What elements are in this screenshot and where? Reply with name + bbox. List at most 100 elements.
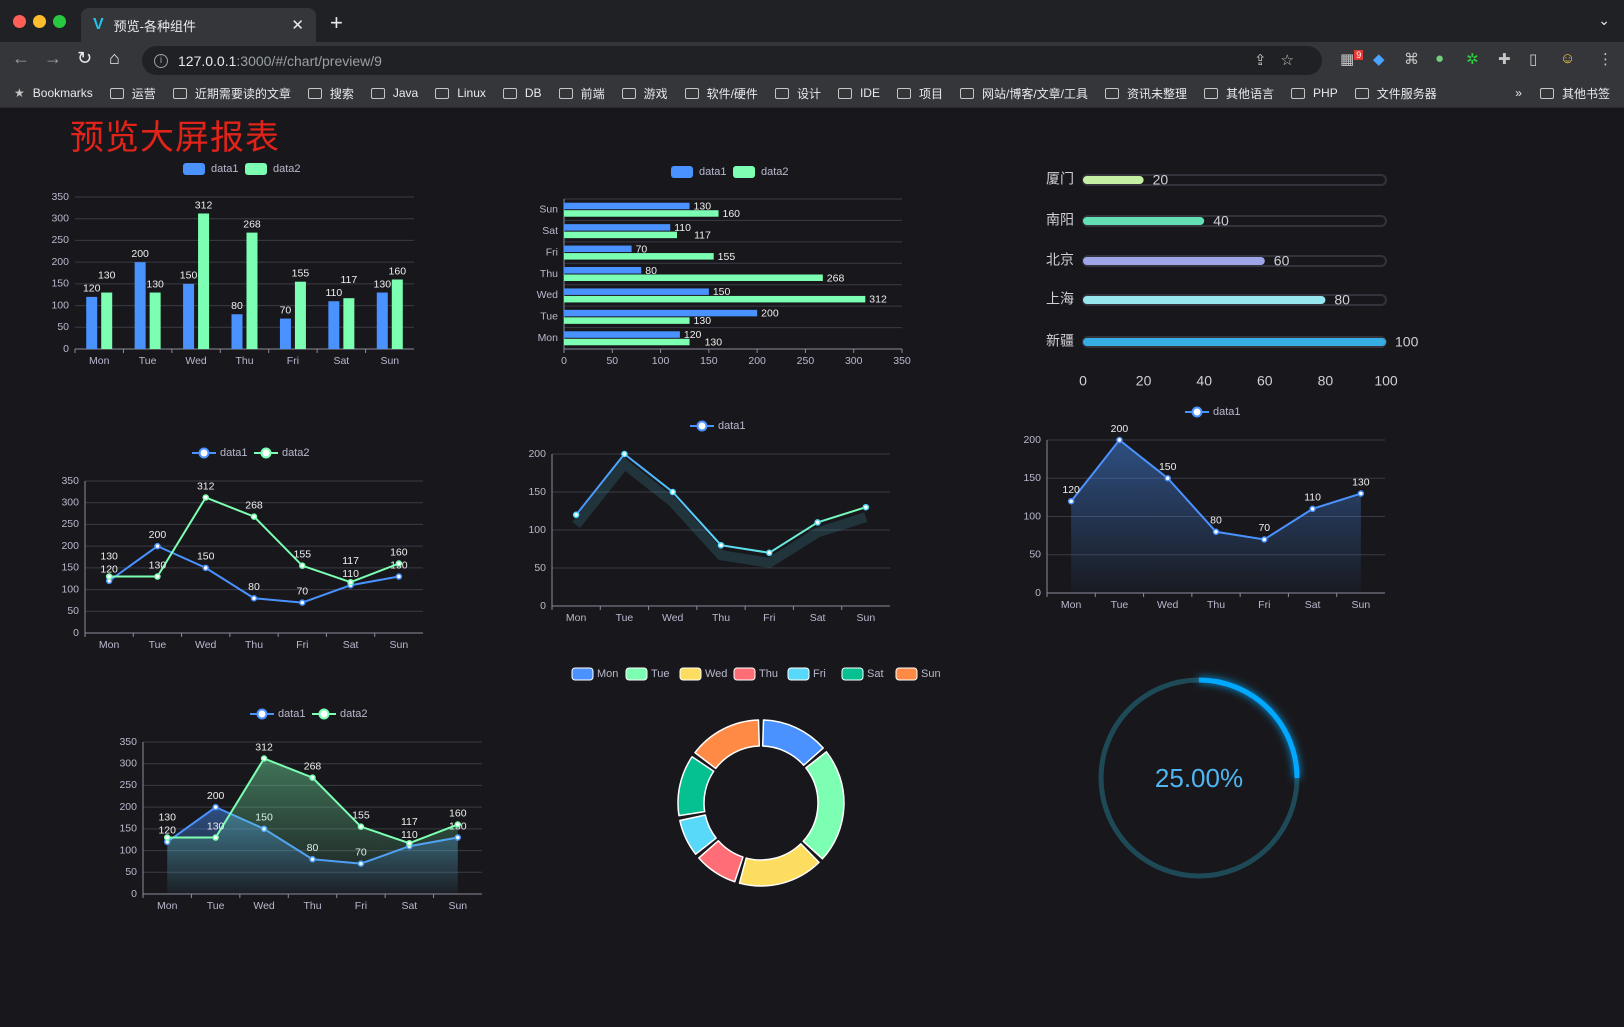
legend-item-data2[interactable]: data2 xyxy=(245,163,301,175)
pie-slice-Mon xyxy=(761,719,824,766)
home-icon[interactable]: ⌂ xyxy=(109,48,120,68)
maximize-window-button[interactable] xyxy=(53,15,66,28)
bookmark-folder[interactable]: 设计 xyxy=(774,85,821,102)
data-label: 268 xyxy=(827,272,845,284)
bookmark-folder[interactable]: 网站/博客/文章/工具 xyxy=(959,85,1088,102)
menu-icon[interactable]: ⋮ xyxy=(1598,51,1613,68)
progress-fill xyxy=(1083,176,1144,184)
bar-data1 xyxy=(564,224,671,231)
browser-tab[interactable]: V 预览-各种组件 ✕ xyxy=(81,8,316,42)
minimize-window-button[interactable] xyxy=(33,15,46,28)
data-label: 268 xyxy=(243,218,261,230)
tab-search-chevron-icon[interactable]: ⌄ xyxy=(1598,12,1610,28)
other-bookmarks-button[interactable]: 其他书签 xyxy=(1561,86,1610,101)
legend-item-Thu[interactable]: Thu xyxy=(733,667,778,681)
x-tick-label: Tue xyxy=(1111,599,1129,611)
bookmark-folder[interactable]: 前端 xyxy=(558,85,605,102)
share-icon[interactable]: ⇪ xyxy=(1253,52,1281,69)
legend-item-data1[interactable]: data1 xyxy=(1185,406,1241,418)
bookmark-star-icon[interactable]: ☆ xyxy=(1280,52,1308,69)
legend-swatch-icon xyxy=(625,667,648,681)
puzzle-extensions-icon[interactable]: ✚ xyxy=(1498,51,1511,68)
legend-item-Sat[interactable]: Sat xyxy=(841,667,884,681)
legend-item-data1[interactable]: data1 xyxy=(671,166,727,178)
legend-item-data1[interactable]: data1 xyxy=(250,708,306,720)
command-extension-icon[interactable]: ⌘ xyxy=(1404,51,1419,68)
bookmark-label: IDE xyxy=(859,86,880,100)
bookmark-folder[interactable]: 其他语言 xyxy=(1204,85,1274,102)
bookmark-folder[interactable]: Java xyxy=(370,86,418,100)
bookmark-folder[interactable]: 项目 xyxy=(896,85,943,102)
star-extension-icon[interactable]: ✲ xyxy=(1466,51,1479,68)
x-tick-label: 60 xyxy=(1257,373,1273,389)
x-tick-label: Wed xyxy=(1157,599,1179,611)
data-label: 150 xyxy=(713,286,731,298)
site-info-icon[interactable]: i xyxy=(154,53,168,68)
legend-item-data1[interactable]: data1 xyxy=(192,447,248,459)
legend-item-data1[interactable]: data1 xyxy=(690,420,746,432)
y-tick-label: Fri xyxy=(546,246,558,258)
back-icon[interactable]: ← xyxy=(12,48,30,68)
folder-icon xyxy=(1204,87,1219,99)
extension-icon[interactable]: ▦ 9 xyxy=(1340,50,1364,68)
close-window-button[interactable] xyxy=(13,15,26,28)
data-point xyxy=(105,573,113,580)
legend-item-Wed[interactable]: Wed xyxy=(679,667,727,681)
data-label: 117 xyxy=(340,274,357,286)
bookmark-folder[interactable]: 软件/硬件 xyxy=(684,85,758,102)
x-tick-label: Fri xyxy=(296,639,308,651)
y-tick-label: Wed xyxy=(537,289,559,301)
legend-item-data2[interactable]: data2 xyxy=(312,708,368,720)
close-tab-icon[interactable]: ✕ xyxy=(291,17,304,34)
bookmark-folder[interactable]: PHP xyxy=(1291,86,1338,100)
data-label: 110 xyxy=(401,829,418,841)
bookmarks-button[interactable]: ★ Bookmarks xyxy=(14,86,93,100)
legend-item-Fri[interactable]: Fri xyxy=(787,667,826,681)
x-tick-label: Wed xyxy=(195,639,217,651)
bar-data1 xyxy=(328,301,340,349)
data-label: 312 xyxy=(869,294,887,306)
data-label: 160 xyxy=(449,807,467,819)
data-point xyxy=(454,821,462,828)
reload-icon[interactable]: ↻ xyxy=(77,48,93,68)
data-point xyxy=(1261,536,1268,543)
bookmark-folder[interactable]: IDE xyxy=(837,86,880,100)
bookmark-label: 前端 xyxy=(580,86,605,101)
side-panel-icon[interactable]: ▯ xyxy=(1529,51,1538,68)
bookmark-folder[interactable]: 资讯未整理 xyxy=(1105,85,1187,102)
data-label: 80 xyxy=(1210,515,1222,527)
data-label: 110 xyxy=(325,287,342,299)
y-tick-label: 200 xyxy=(528,448,546,460)
data-point xyxy=(212,834,219,841)
legend-item-Tue[interactable]: Tue xyxy=(625,667,670,681)
legend-item-Sun[interactable]: Sun xyxy=(895,667,941,681)
legend-swatch-icon xyxy=(733,166,755,178)
bookmark-folder[interactable]: 近期需要读的文章 xyxy=(172,85,291,102)
x-tick-label: Fri xyxy=(1258,599,1270,611)
address-bar[interactable]: i 127.0.0.1:3000/#/chart/preview/9 ⇪☆ xyxy=(142,46,1322,75)
legend-item-data2[interactable]: data2 xyxy=(254,447,310,459)
gauge-value: 25.00% xyxy=(1155,763,1243,793)
bookmark-folder[interactable]: 运营 xyxy=(109,85,156,102)
bookmark-folder[interactable]: DB xyxy=(502,86,542,100)
circle-extension-icon[interactable]: ● xyxy=(1435,50,1445,67)
data-point xyxy=(357,823,365,830)
legend-item-data2[interactable]: data2 xyxy=(733,166,789,178)
bookmark-folder[interactable]: 游戏 xyxy=(621,85,668,102)
new-tab-icon[interactable]: + xyxy=(330,10,343,35)
gem-extension-icon[interactable]: ◆ xyxy=(1373,51,1385,68)
pie-slice-Tue xyxy=(802,751,845,860)
bookmark-folder[interactable]: Linux xyxy=(435,86,486,100)
data-point xyxy=(154,573,161,580)
bookmark-folder[interactable]: 文件服务器 xyxy=(1354,85,1437,102)
bar-data2 xyxy=(149,292,161,349)
bookmarks-bar: ★ Bookmarks 运营 近期需要读的文章 搜索 Java Linux DB 前端 游戏 软件/… xyxy=(0,79,1624,108)
more-bookmarks-button[interactable]: » xyxy=(1515,86,1522,100)
folder-icon xyxy=(558,87,573,99)
legend-item-data1[interactable]: data1 xyxy=(183,163,239,175)
forward-icon[interactable]: → xyxy=(44,48,62,68)
bookmark-folder[interactable]: 搜索 xyxy=(307,85,354,102)
x-tick-label: Wed xyxy=(185,355,207,367)
legend-item-Mon[interactable]: Mon xyxy=(571,667,618,681)
avatar[interactable]: ☺ xyxy=(1560,50,1576,67)
